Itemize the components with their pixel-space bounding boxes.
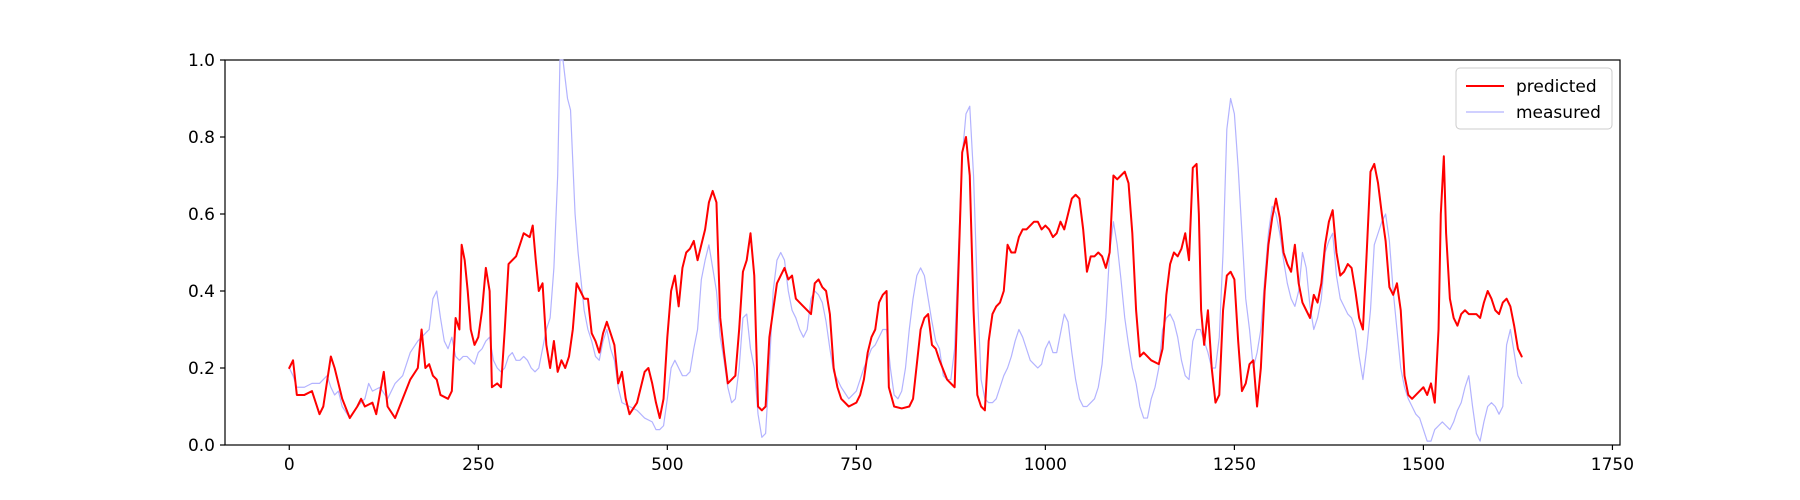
y-tick-label: 1.0	[188, 51, 215, 71]
x-tick-label: 750	[840, 455, 872, 475]
x-tick-label: 0	[284, 455, 295, 475]
y-tick-label: 0.0	[188, 436, 215, 456]
y-tick-label: 0.6	[188, 205, 215, 225]
legend-box	[1455, 67, 1613, 130]
legend-label-predicted: predicted	[1516, 77, 1597, 97]
x-axis: 0 250 500 750 1000 1250 1500 1750	[284, 445, 1634, 475]
y-tick-label: 0.2	[188, 359, 215, 379]
y-tick-label: 0.4	[188, 282, 215, 302]
x-tick-label: 250	[462, 455, 494, 475]
x-tick-label: 1500	[1402, 455, 1445, 475]
x-tick-label: 500	[651, 455, 683, 475]
x-tick-label: 1750	[1591, 455, 1634, 475]
legend-label-measured: measured	[1516, 103, 1601, 123]
x-tick-label: 1000	[1024, 455, 1067, 475]
series-line-predicted	[288, 136, 1523, 420]
series-line-measured	[288, 59, 1523, 442]
series-layer	[288, 59, 1523, 442]
y-axis: 0.0 0.2 0.4 0.6 0.8 1.0	[188, 51, 225, 456]
plot-area-border	[224, 59, 1621, 446]
y-tick-label: 0.8	[188, 128, 215, 148]
x-tick-label: 1250	[1213, 455, 1256, 475]
legend: predicted measured	[1455, 67, 1613, 130]
